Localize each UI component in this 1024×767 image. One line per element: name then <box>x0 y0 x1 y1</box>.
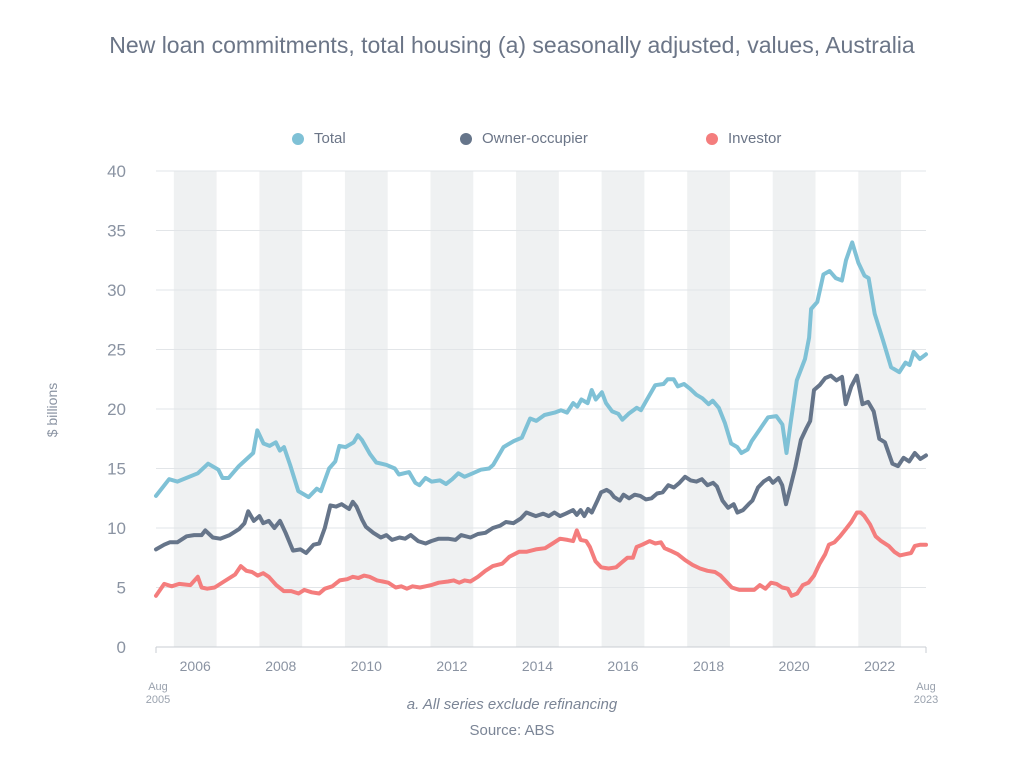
legend-dot-total <box>292 132 304 145</box>
y-tick-label: 25 <box>107 341 126 360</box>
legend-item-total[interactable]: Total <box>292 130 346 147</box>
legend-label-investor: Investor <box>728 130 782 147</box>
legend-item-investor[interactable]: Investor <box>706 130 781 147</box>
y-tick-label: 5 <box>117 579 126 598</box>
x-end-year: 2023 <box>913 694 939 706</box>
x-tick-label: 2006 <box>180 658 211 674</box>
y-tick-label: 30 <box>107 281 126 300</box>
legend-label-owner-occupier: Owner-occupier <box>482 130 588 147</box>
series-line-total <box>154 240 928 500</box>
y-tick-label: 15 <box>107 460 126 479</box>
x-end-month: Aug <box>916 681 936 693</box>
x-tick-label: 2018 <box>693 658 724 674</box>
x-tick-label: 2012 <box>436 658 467 674</box>
x-end-label: Aug 2023 <box>906 681 946 707</box>
y-tick-label: 35 <box>107 222 126 241</box>
footnote: a. All series exclude refinancing <box>406 696 618 713</box>
legend-item-owner-occupier[interactable]: Owner-occupier <box>460 130 588 147</box>
x-start-label: Aug 2005 <box>138 681 178 707</box>
legend-dot-investor <box>706 132 718 145</box>
y-tick-label: 0 <box>117 638 126 657</box>
source-note: Source: ABS <box>469 722 555 739</box>
x-start-year: 2005 <box>145 694 171 706</box>
x-tick-label: 2016 <box>607 658 638 674</box>
y-tick-label: 20 <box>107 400 126 419</box>
series-line-investor <box>154 510 928 598</box>
y-tick-label: 10 <box>107 519 126 538</box>
chart-title: New loan commitments, total housing (a) … <box>109 32 915 58</box>
x-tick-label: 2014 <box>522 658 553 674</box>
x-tick-label: 2020 <box>779 658 810 674</box>
series-line-owner-occupier <box>154 373 928 555</box>
legend-dot-owner-occupier <box>460 132 472 145</box>
legend-label-total: Total <box>314 130 346 147</box>
x-tick-label: 2022 <box>864 658 895 674</box>
x-tick-label: 2010 <box>351 658 382 674</box>
legend: Total Owner-occupier Investor <box>0 130 1024 152</box>
x-tick-label: 2008 <box>265 658 296 674</box>
x-start-month: Aug <box>148 681 168 693</box>
y-tick-label: 40 <box>107 162 126 181</box>
